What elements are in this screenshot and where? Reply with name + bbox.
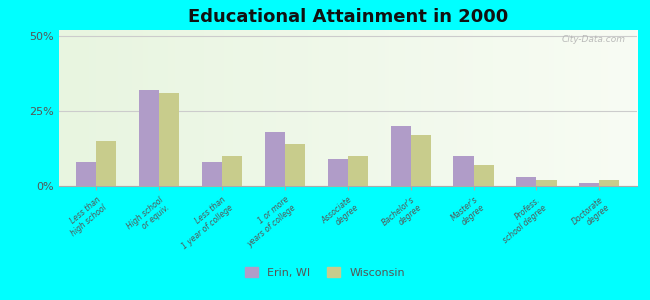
Bar [328, 159, 348, 186]
Legend: Erin, WI, Wisconsin: Erin, WI, Wisconsin [240, 263, 410, 282]
Bar [348, 156, 368, 186]
Bar [76, 162, 96, 186]
Bar [473, 165, 493, 186]
Bar [139, 90, 159, 186]
Bar [536, 180, 556, 186]
Bar [579, 183, 599, 186]
Bar [202, 162, 222, 186]
Bar [222, 156, 242, 186]
Bar [516, 177, 536, 186]
Bar [411, 135, 431, 186]
Bar [265, 132, 285, 186]
Bar [599, 180, 619, 186]
Bar [285, 144, 305, 186]
Bar [391, 126, 411, 186]
Bar [454, 156, 473, 186]
Title: Educational Attainment in 2000: Educational Attainment in 2000 [188, 8, 508, 26]
Bar [96, 141, 116, 186]
Bar [159, 93, 179, 186]
Text: City-Data.com: City-Data.com [562, 35, 625, 44]
